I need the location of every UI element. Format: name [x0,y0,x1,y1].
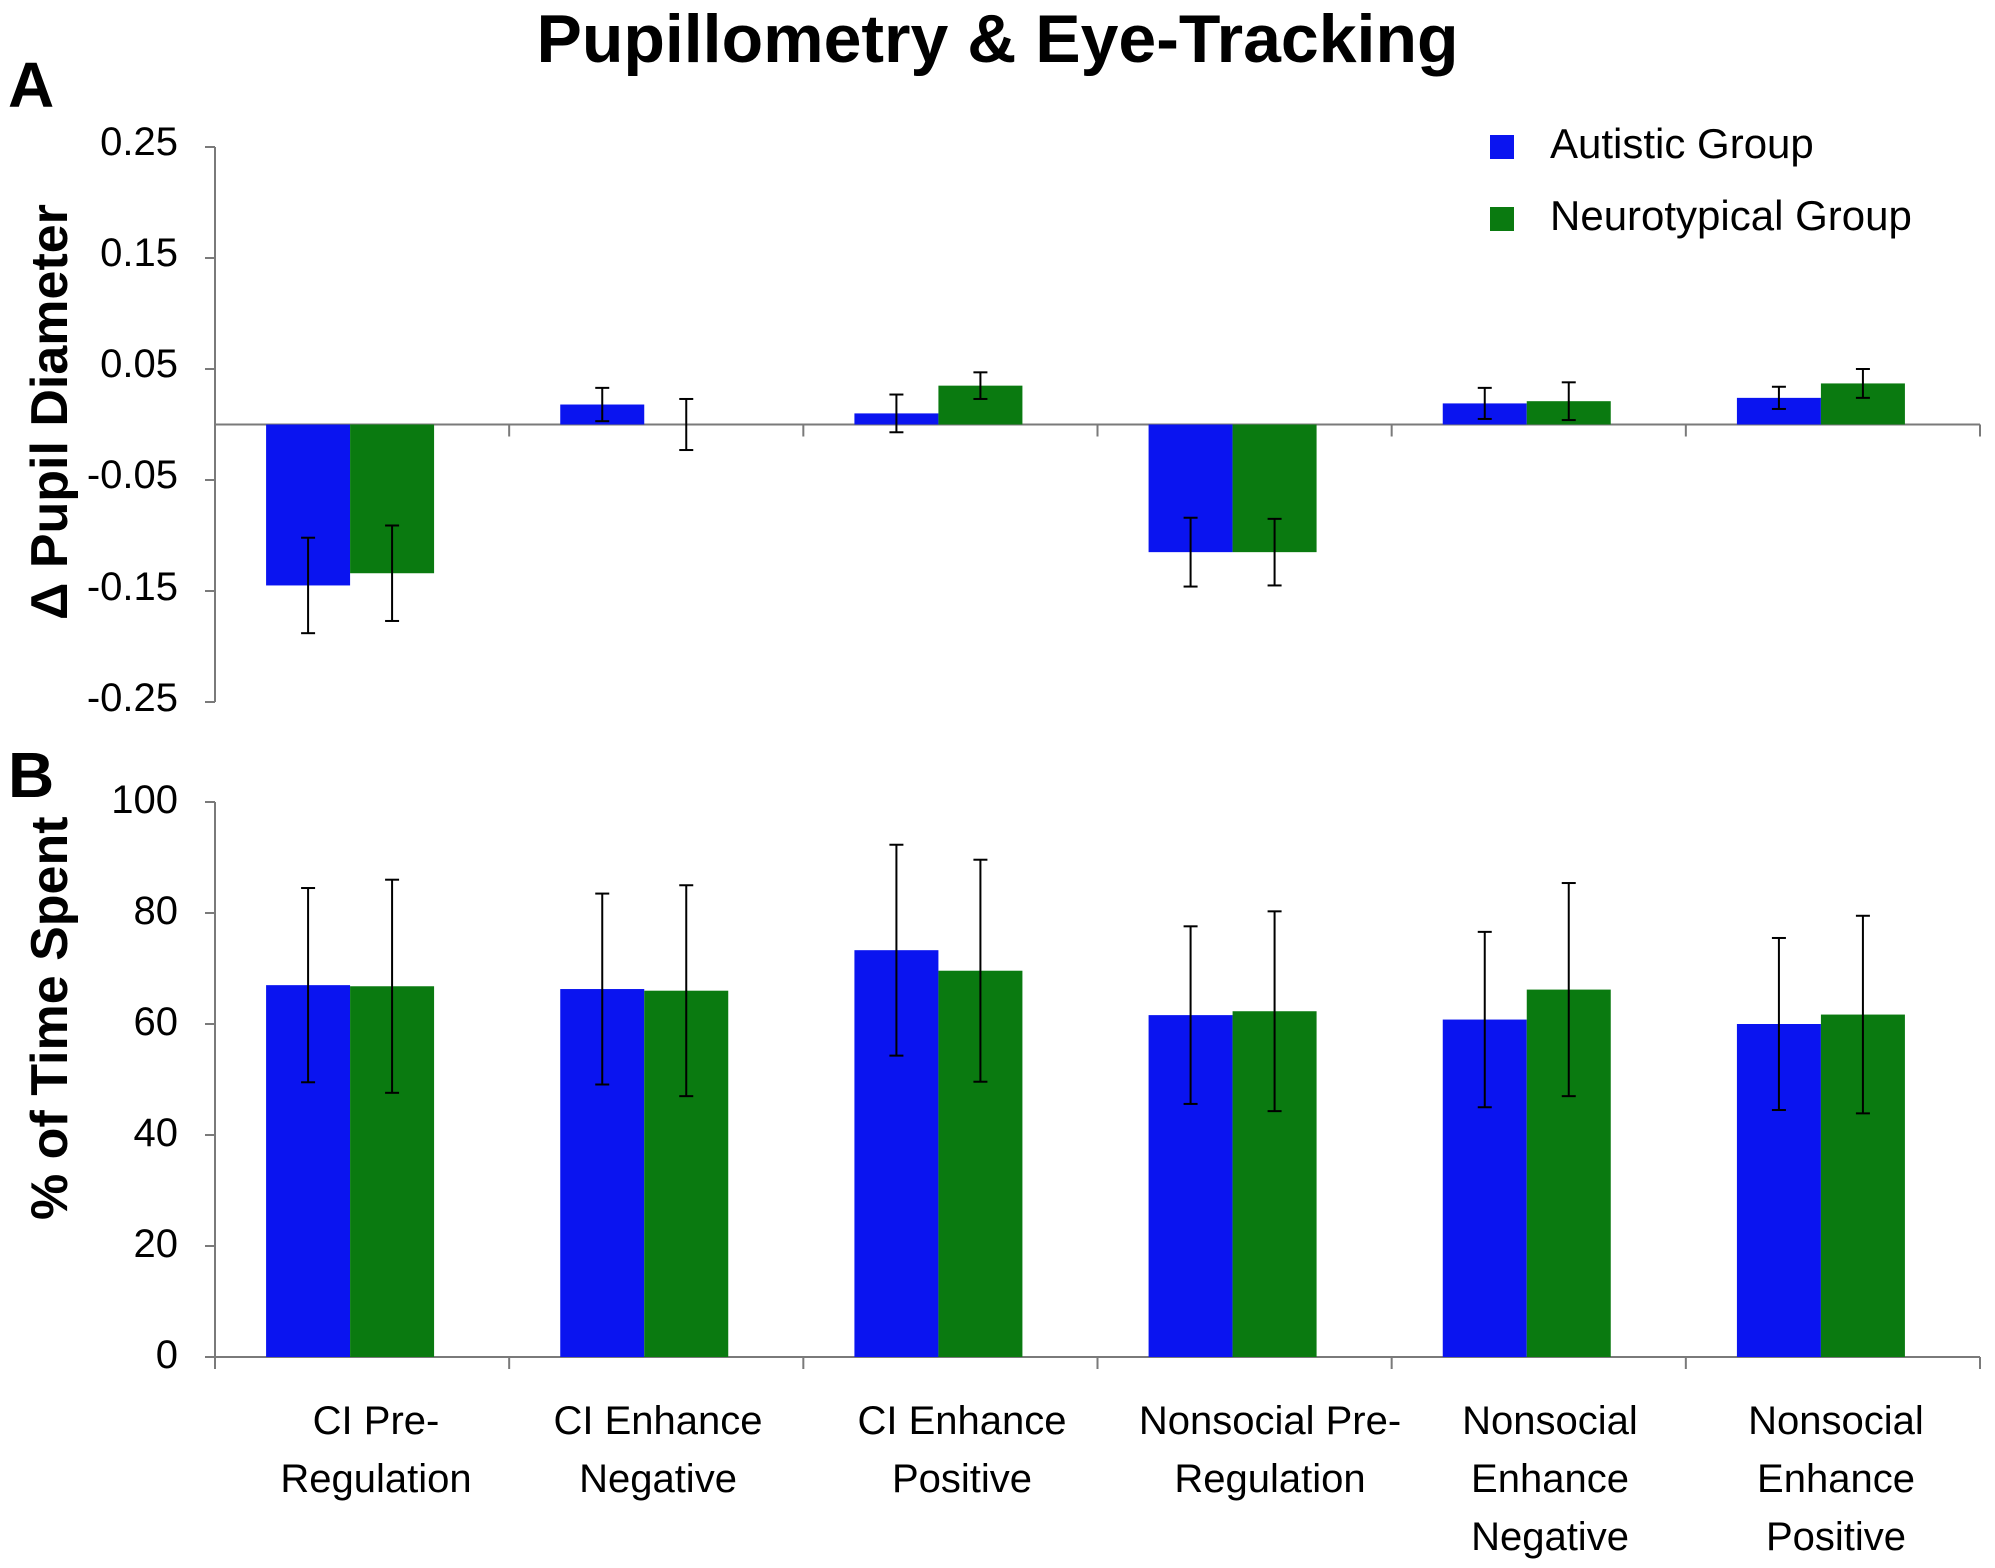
y-tick-label: 20 [133,1222,179,1266]
legend-label-neurotypical: Neurotypical Group [1550,192,1912,239]
y-tick-label: 0 [155,1333,178,1377]
legend-swatch-autistic [1490,135,1514,159]
y-tick-label: 60 [133,1000,179,1044]
y-tick-label: -0.05 [86,453,178,497]
y-tick-label: 0.15 [100,231,178,275]
panel-a-letter: A [8,49,55,121]
x-category-label: CI Enhance Negative [553,1399,763,1501]
x-category-label: CI Pre- Regulation [280,1399,472,1501]
legend-swatch-neurotypical [1490,207,1514,231]
chart-title: Pupillometry & Eye-Tracking [536,1,1459,77]
x-category-label: Nonsocial Pre- Regulation [1138,1399,1402,1501]
y-tick-label: 0.05 [100,342,178,386]
y-tick-label: 40 [133,1111,179,1155]
x-category-label: Nonsocial Enhance Negative [1462,1399,1638,1559]
x-category-label: Nonsocial Enhance Positive [1748,1399,1924,1559]
y-tick-label: 0.25 [100,120,178,164]
panel-b-letter: B [8,739,55,811]
legend-label-autistic: Autistic Group [1550,120,1814,167]
x-category-label: CI Enhance Positive [857,1399,1067,1501]
y-tick-label: 100 [111,778,178,822]
y-tick-label: -0.25 [86,676,178,720]
y-tick-label: -0.15 [86,565,178,609]
y-tick-label: 80 [133,889,179,933]
